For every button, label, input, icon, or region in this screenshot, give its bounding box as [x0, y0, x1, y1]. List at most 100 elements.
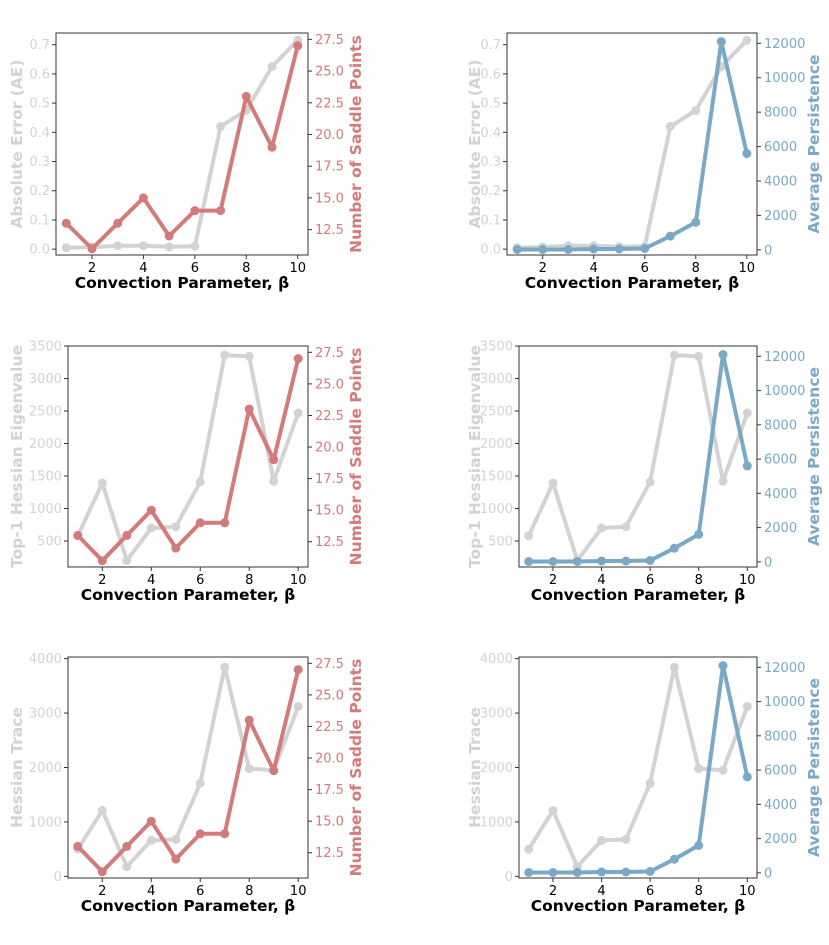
y-right-tick-label: 4000	[764, 487, 797, 502]
x-tick-label: 8	[245, 884, 253, 899]
data-point-left-9	[269, 476, 279, 486]
x-tick-label: 8	[242, 261, 250, 276]
data-point-left-9	[718, 476, 728, 486]
y-left-tick-label: 2000	[29, 437, 62, 452]
y-right-axis-label: Number of Saddle Points	[347, 35, 365, 253]
y-right-tick-label: 27.5	[315, 346, 344, 361]
data-point-right-5	[164, 231, 174, 241]
data-point-left-4	[146, 835, 156, 845]
data-point-left-8	[694, 764, 704, 774]
series-line-left	[517, 38, 749, 250]
data-point-left-1	[61, 243, 71, 253]
y-left-tick-label: 1000	[29, 502, 62, 517]
plot-frame	[518, 345, 758, 568]
data-point-right-8	[694, 529, 704, 539]
chart-panel-6: 2 4 6 8 10 0 1000 2000 3000 4000 0 2000 4000 6000 8000…	[466, 652, 823, 915]
data-point-left-2	[548, 806, 558, 815]
data-point-right-1	[73, 530, 83, 540]
y-right-axis-label: Average Persistence	[805, 367, 823, 546]
data-point-left-3	[113, 241, 123, 251]
y-left-tick-label: 1500	[480, 470, 513, 485]
y-right-tick-label: 12.5	[315, 223, 344, 238]
y-left-tick-label: 1000	[29, 815, 62, 830]
y-right-tick-label: 15.0	[315, 815, 344, 830]
data-point-right-3	[122, 841, 132, 851]
y-right-tick-label: 17.5	[315, 472, 344, 487]
series-line-right	[528, 663, 750, 875]
x-tick-label: 2	[98, 573, 106, 588]
data-point-left-5	[164, 242, 174, 252]
data-point-left-8	[244, 351, 254, 361]
data-point-right-6	[195, 518, 205, 528]
x-tick-label: 6	[641, 261, 649, 276]
y-right-tick-label: 4000	[764, 175, 797, 190]
data-point-right-8	[244, 715, 254, 725]
data-point-right-7	[669, 854, 679, 864]
data-point-right-7	[665, 231, 675, 241]
y-left-tick-label: 0.4	[480, 126, 501, 141]
data-point-left-4	[597, 835, 607, 845]
y-right-tick-label: 6000	[764, 453, 797, 468]
data-point-right-8	[694, 840, 704, 850]
data-point-left-4	[138, 241, 148, 251]
y-left-tick-label: 3000	[29, 372, 62, 387]
y-left-tick-label: 4000	[29, 652, 62, 667]
y-right-tick-label: 25.0	[315, 688, 344, 703]
data-point-left-4	[146, 523, 156, 533]
data-point-right-10	[293, 354, 303, 364]
data-point-right-8	[691, 217, 701, 227]
data-point-right-1	[524, 557, 534, 566]
x-tick-label: 4	[147, 573, 155, 588]
x-tick-label: 2	[98, 884, 106, 899]
data-point-right-1	[73, 841, 83, 851]
data-point-left-6	[645, 477, 655, 487]
y-left-axis-label: Top-1 Hessian Eigenvalue	[8, 345, 26, 568]
data-point-right-2	[87, 244, 97, 254]
y-left-tick-label: 3000	[29, 707, 62, 722]
x-tick-label: 4	[139, 261, 147, 276]
x-tick-label: 10	[739, 884, 756, 899]
y-left-axis-label: Top-1 Hessian Eigenvalue	[466, 345, 484, 568]
data-point-left-10	[293, 702, 303, 711]
x-tick-label: 8	[245, 573, 253, 588]
y-right-tick-label: 12000	[764, 350, 805, 365]
y-right-tick-label: 8000	[764, 106, 797, 121]
x-tick-label: 2	[549, 884, 557, 899]
data-point-right-2	[548, 868, 558, 877]
data-point-left-9	[267, 62, 277, 72]
data-point-right-10	[293, 41, 303, 51]
data-point-right-10	[742, 772, 752, 782]
y-right-tick-label: 22.5	[315, 409, 344, 424]
y-left-tick-label: 2500	[480, 405, 513, 420]
x-tick-label: 4	[147, 884, 155, 899]
y-left-tick-label: 0.0	[480, 243, 501, 258]
data-point-left-2	[97, 478, 107, 488]
data-point-left-6	[645, 778, 655, 788]
data-point-right-9	[267, 142, 277, 152]
data-point-left-7	[669, 350, 679, 360]
y-left-tick-label: 1000	[480, 502, 513, 517]
y-left-tick-label: 3000	[480, 372, 513, 387]
data-point-right-9	[269, 455, 279, 465]
y-left-tick-label: 0.5	[480, 97, 501, 112]
data-point-right-7	[220, 829, 230, 839]
y-left-tick-label: 1500	[29, 470, 62, 485]
y-right-tick-label: 17.5	[315, 783, 344, 798]
y-left-tick-label: 2500	[29, 405, 62, 420]
data-point-left-10	[293, 408, 303, 418]
y-right-tick-label: 0	[764, 243, 772, 258]
y-left-tick-label: 0.3	[29, 155, 50, 170]
y-left-axis-label: Absolute Error (AE)	[8, 60, 26, 229]
data-point-right-3	[572, 557, 582, 566]
data-point-left-2	[97, 806, 107, 815]
series-line-left	[526, 353, 750, 563]
x-tick-label: 4	[597, 573, 605, 588]
series-line-right	[76, 669, 301, 874]
chart-panel-4: 2 4 6 8 10 500 1000 1500 2000 2500 3000 3500 0 2000 40…	[466, 340, 823, 605]
data-point-left-7	[220, 350, 230, 360]
y-left-axis-label: Hessian Trace	[466, 707, 484, 828]
y-left-axis-label: Absolute Error (AE)	[466, 60, 484, 229]
x-tick-label: 10	[739, 261, 756, 276]
y-left-tick-label: 0	[54, 870, 62, 885]
series-line-left	[527, 665, 750, 869]
